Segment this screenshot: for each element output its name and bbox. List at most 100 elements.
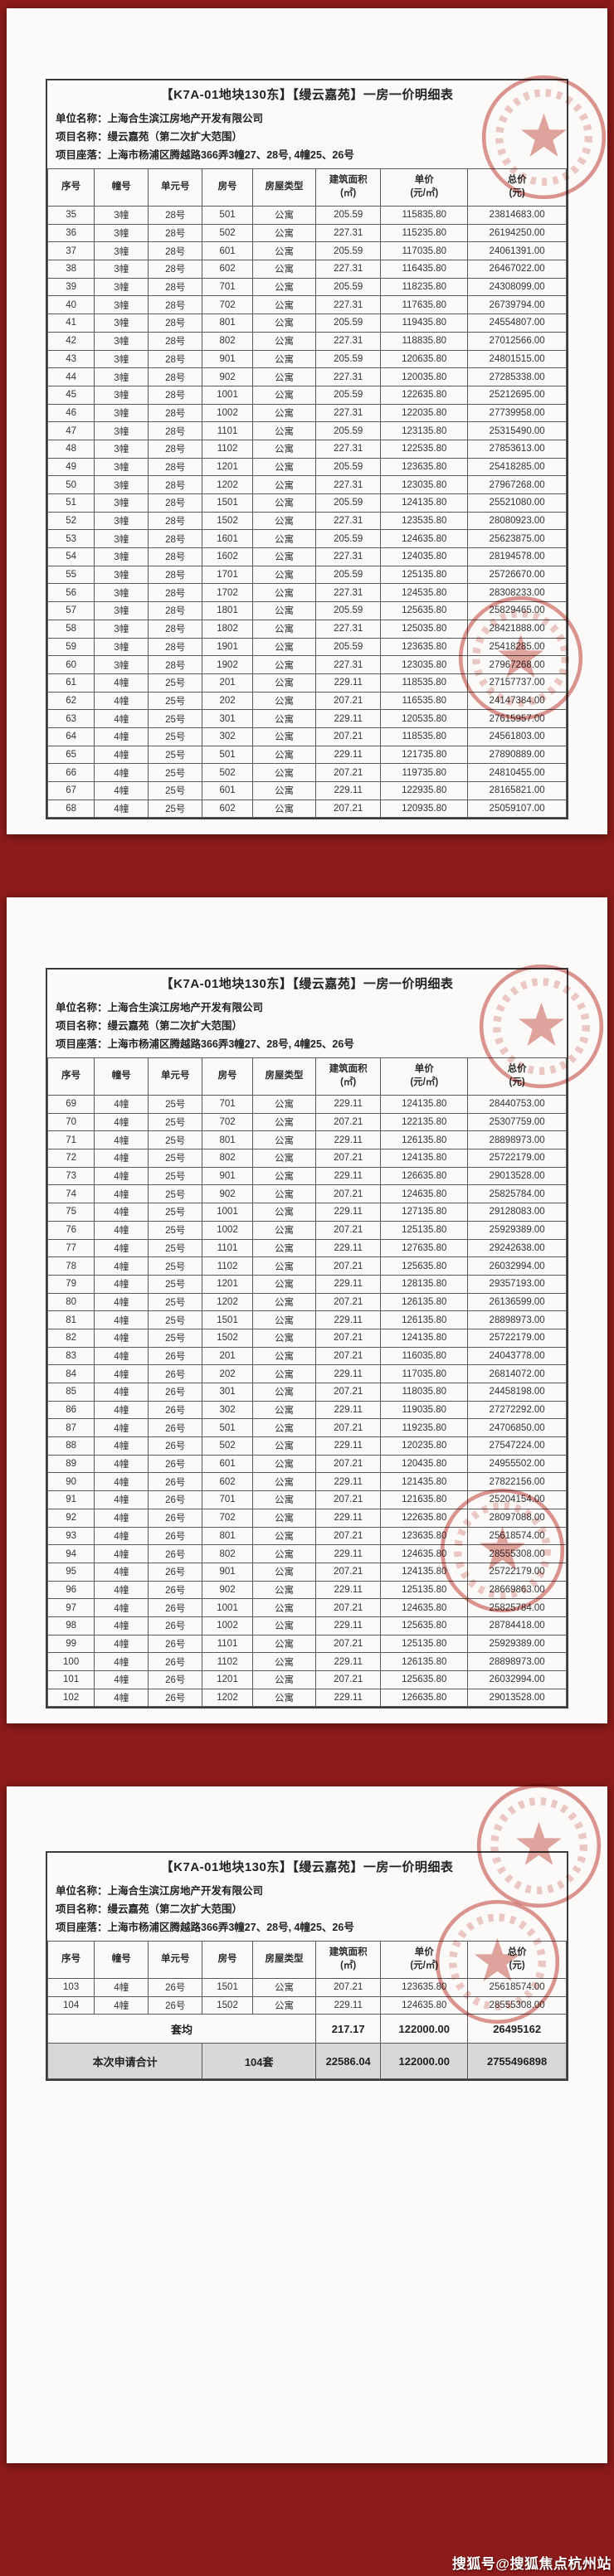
table-cell: 本次申请合计 [46,2043,203,2080]
table-cell: 25618574.00 [467,1526,567,1546]
table-row: 79 4幢 25号 1201 公寓 229.11 128135.80 29357193.00 [46,1274,567,1294]
table-cell: 25059107.00 [467,799,567,819]
table-cell: 25号 [148,1112,203,1132]
table-cell: 124635.80 [380,529,469,549]
column-header: 单元号 [148,1057,203,1096]
table-cell: 公寓 [251,206,317,225]
table-cell: 1102 [202,1256,253,1276]
table-cell: 207.21 [315,1670,382,1689]
table-cell: 公寓 [251,1292,317,1312]
table-cell: 29128083.00 [467,1203,567,1222]
project-info: 单位名称：上海合生滨江房地产开发有限公司 项目名称：缦云嘉苑（第二次扩大范围） … [47,1880,567,1941]
table-cell: 69 [46,1095,95,1114]
table-cell: 72 [46,1149,95,1168]
table-row: 63 4幢 25号 301 公寓 229.11 120535.80 27615957.00 [46,709,567,728]
table-cell: 3幢 [94,421,149,440]
table-cell: 23814683.00 [467,206,567,225]
table-cell: 35 [46,206,95,225]
table-row: 48 3幢 28号 1102 公寓 227.31 122535.80 27853613.00 [46,439,567,459]
table-cell: 205.59 [315,385,382,405]
table-cell: 4幢 [94,1472,149,1492]
table-cell: 4幢 [94,727,149,746]
table-cell: 205.59 [315,277,382,297]
table-cell: 126635.80 [380,1688,469,1708]
column-header: 幢号 [94,168,149,207]
column-header: 总价 (元) [467,1941,567,1979]
table-cell: 123635.80 [380,1526,469,1546]
field-project-location: 项目座落：上海市杨浦区腾越路366弄3幢27、28号, 4幢25、26号 [56,149,354,161]
table-cell: 229.11 [315,1995,382,2015]
table-cell: 76 [46,1220,95,1240]
table-cell: 25号 [148,1310,203,1329]
table-cell: 207.21 [315,1292,382,1312]
column-header: 序号 [46,1941,95,1979]
table-cell: 124135.80 [380,1095,469,1114]
table-cell: 229.11 [315,1238,382,1258]
table-cell: 28号 [148,206,203,225]
table-cell: 207.21 [315,1454,382,1474]
table-cell: 118035.80 [380,1383,469,1402]
table-cell: 205.59 [315,457,382,477]
table-cell: 1501 [202,1978,253,1997]
table-cell: 70 [46,1112,95,1132]
table-cell: 公寓 [251,295,317,315]
table-cell: 4幢 [94,1688,149,1708]
table-cell: 公寓 [251,1670,317,1689]
table-cell: 1902 [202,655,253,674]
table-cell: 66 [46,763,95,782]
table-cell: 50 [46,475,95,494]
table-cell: 公寓 [251,421,317,440]
column-header: 单价 (元/㎡) [380,1941,469,1979]
table-cell: 125135.80 [380,1634,469,1654]
table-cell: 29013528.00 [467,1688,567,1708]
table-cell: 3幢 [94,223,149,243]
table-cell: 229.11 [315,1580,382,1600]
table-cell: 205.59 [315,637,382,657]
table-cell: 502 [202,763,253,782]
table-cell: 207.21 [315,1328,382,1348]
table-cell: 501 [202,1418,253,1438]
table-cell: 套均 [46,2014,317,2044]
table-cell: 124035.80 [380,547,469,566]
table-cell: 26032994.00 [467,1256,567,1276]
table-cell: 26495162 [467,2014,567,2044]
table-cell: 3幢 [94,493,149,513]
table-cell: 205.59 [315,421,382,440]
table-cell: 25号 [148,673,203,693]
table-cell: 207.21 [315,1418,382,1438]
table-cell: 128135.80 [380,1274,469,1294]
table-cell: 205.59 [315,313,382,333]
table-cell: 公寓 [251,1346,317,1366]
table-cell: 1001 [202,1203,253,1222]
table-cell: 125135.80 [380,565,469,585]
table-cell: 4幢 [94,1598,149,1617]
table-cell: 54 [46,547,95,566]
page-title: 【K7A-01地块130东】【缦云嘉苑】一房一价明细表 [160,1860,454,1874]
table-cell: 601 [202,1454,253,1474]
table-cell: 28080923.00 [467,511,567,531]
table-cell: 26号 [148,1454,203,1474]
column-header: 房屋类型 [251,168,317,207]
table-cell: 229.11 [315,673,382,693]
table-cell: 98 [46,1616,95,1636]
table-cell: 1101 [202,421,253,440]
table-row: 52 3幢 28号 1502 公寓 227.31 123535.80 28080923.00 [46,511,567,531]
table-cell: 25号 [148,1292,203,1312]
table-cell: 227.31 [315,223,382,243]
table-cell: 227.31 [315,403,382,423]
table-cell: 125135.80 [380,1220,469,1240]
table-cell: 公寓 [251,583,317,603]
table-cell: 229.11 [315,1310,382,1329]
table-cell: 3幢 [94,206,149,225]
table-cell: 104套 [202,2043,317,2080]
table-cell: 901 [202,1562,253,1582]
table-cell: 公寓 [251,439,317,459]
table-row: 73 4幢 25号 901 公寓 229.11 126635.80 29013528.00 [46,1166,567,1186]
table-cell: 25825784.00 [467,1184,567,1204]
table-cell: 1002 [202,1220,253,1240]
table-cell: 74 [46,1184,95,1204]
table-cell: 25722179.00 [467,1149,567,1168]
table-cell: 27967268.00 [467,475,567,494]
table-cell: 公寓 [251,1688,317,1708]
table-header-row: 序号 幢号 单元号 房号 房屋类型 建筑面积 (㎡) 单价 (元/㎡) 总价 (元) [46,168,567,207]
